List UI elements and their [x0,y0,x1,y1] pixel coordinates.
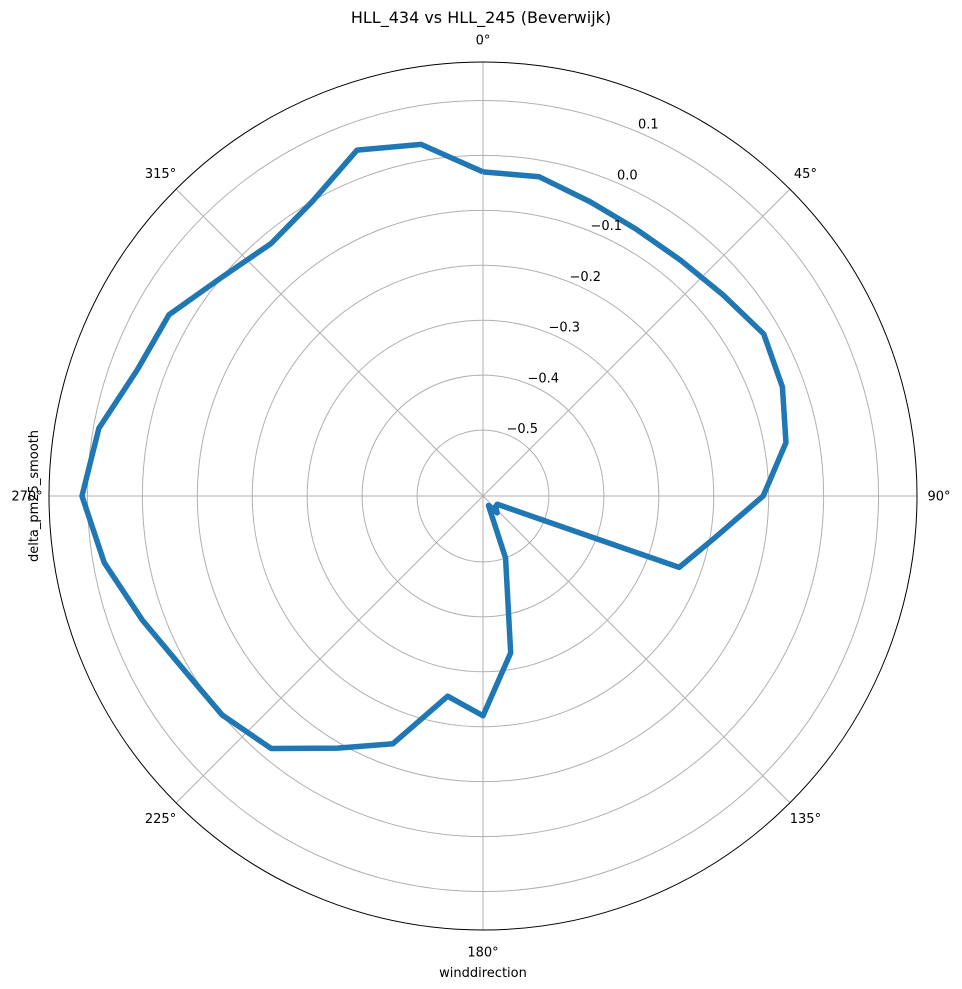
angular-gridline [482,495,791,804]
y-axis-label: delta_pm25_smooth [27,430,42,562]
angular-gridline [175,495,484,804]
angle-tick-label: 315° [145,167,176,182]
radial-tick-label: −0.3 [548,321,580,336]
radial-tick-label: −0.5 [506,422,538,437]
label-layer: 0° 45° 90° 135° 180° 225° 270° 315° −0.5 −0.4 −0.3… [11,34,950,961]
angle-tick-label: 45° [794,167,817,182]
angle-tick-label: 135° [790,812,821,827]
data-layer [79,141,789,752]
angular-gridline [482,188,791,497]
polar-frame [48,61,918,931]
series-line [79,141,789,752]
radial-tick-label: −0.4 [527,371,559,386]
angle-tick-label: 0° [476,34,491,49]
radial-tick-label: −0.1 [591,219,623,234]
angle-tick-label: 180° [467,946,498,961]
chart-title: HLL_434 vs HLL_245 (Beverwijk) [351,8,611,28]
angular-gridline [175,188,484,497]
radial-tick-label: 0.0 [617,168,638,183]
angle-tick-label: 90° [927,490,950,505]
x-axis-label: winddirection [439,966,527,981]
angle-tick-label: 225° [145,812,176,827]
angle-tick-label: 270° [11,490,42,505]
grid-layer [48,61,918,931]
radial-tick-label: 0.1 [638,118,659,133]
radial-tick-label: −0.2 [570,270,602,285]
